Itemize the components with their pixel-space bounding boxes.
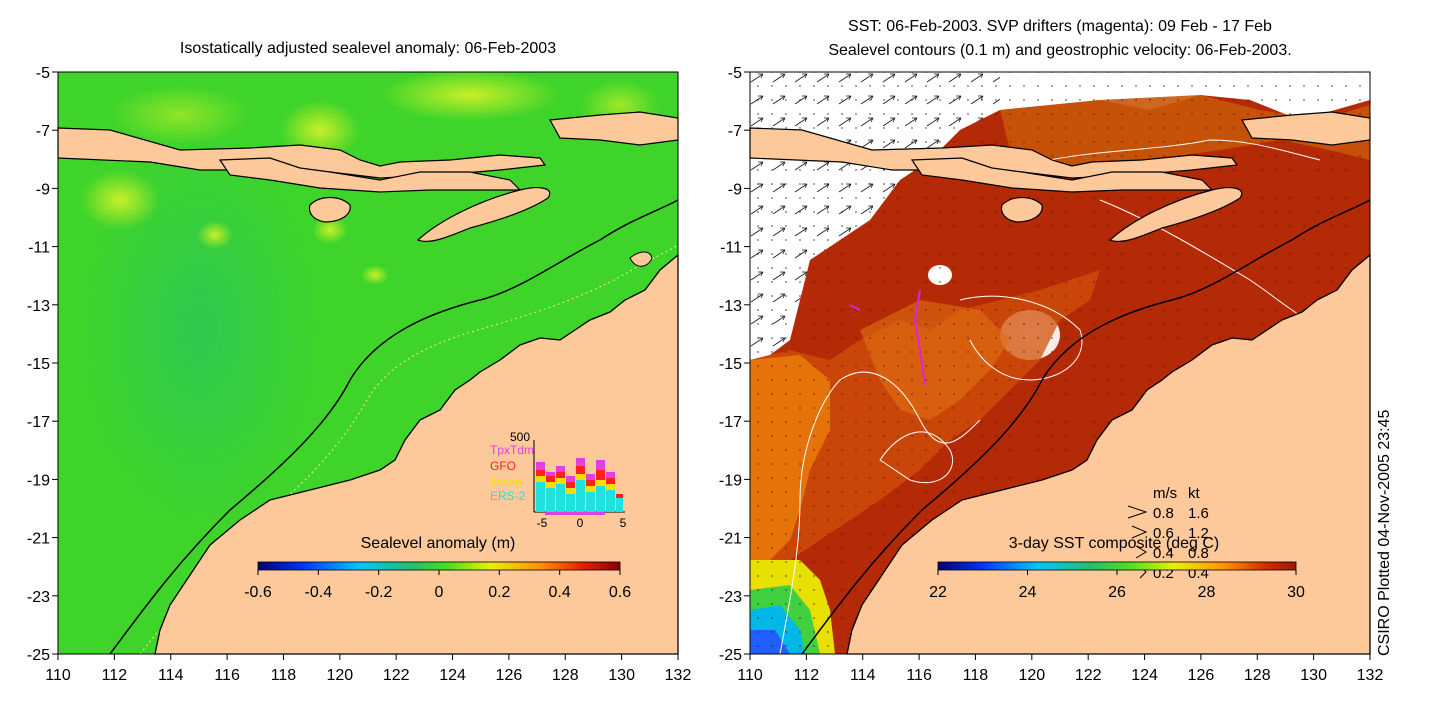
colorbar-tick-label: 28	[1198, 584, 1216, 601]
x-tick-label: 114	[158, 667, 184, 684]
left-map	[57, 69, 679, 655]
velocity-arrow-glyph	[1135, 545, 1147, 559]
y-tick-label: -25	[719, 647, 742, 664]
y-tick-label: -5	[728, 65, 742, 82]
left-y-axis: -5 -7 -9 -11 -13 -15 -17 -19 -21 -23 -25	[27, 65, 58, 664]
y-tick-label: -11	[28, 240, 50, 257]
inset-xtick: -5	[537, 516, 548, 530]
x-tick-label: 124	[1131, 667, 1158, 684]
y-tick-label: -21	[719, 531, 742, 548]
y-tick-label: -13	[719, 298, 742, 315]
y-tick-label: -15	[719, 356, 742, 373]
x-tick-label: 118	[963, 667, 989, 684]
colorbar-tick-label: -0.6	[244, 584, 272, 601]
x-tick-label: 130	[1300, 667, 1327, 684]
y-tick-label: -5	[36, 65, 50, 82]
velocity-arrow-glyph	[1127, 505, 1148, 519]
y-tick-label: -7	[728, 123, 742, 140]
inset-xtick: 0	[577, 516, 584, 530]
colorbar-tick-label: 24	[1019, 584, 1037, 601]
x-tick-label: 120	[326, 667, 353, 684]
y-tick-label: -19	[27, 472, 50, 489]
colorbar-tick-label: 0.6	[609, 584, 631, 601]
right-x-axis: 110 112 114 116 118 120 122 124 126 128 130 132	[737, 654, 1383, 684]
colorbar-tick-label: 0	[435, 584, 444, 601]
velocity-legend-header-kt: kt	[1188, 485, 1201, 502]
x-tick-label: 132	[1357, 667, 1384, 684]
x-tick-label: 126	[1188, 667, 1215, 684]
right-map	[749, 72, 1371, 655]
x-tick-label: 128	[552, 667, 579, 684]
x-tick-label: 118	[271, 667, 297, 684]
x-tick-label: 130	[608, 667, 635, 684]
velocity-ms-value: 0.6	[1153, 525, 1174, 542]
x-tick-label: 110	[45, 667, 71, 684]
x-tick-label: 124	[439, 667, 466, 684]
y-tick-label: -13	[27, 298, 50, 315]
colorbar-tick-label: 0.4	[549, 584, 571, 601]
right-map-title-line2: Sealevel contours (0.1 m) and geostrophi…	[828, 42, 1292, 59]
x-tick-label: 128	[1244, 667, 1271, 684]
velocity-ms-value: 0.4	[1153, 545, 1174, 562]
y-tick-label: -23	[719, 589, 742, 606]
x-tick-label: 120	[1018, 667, 1045, 684]
velocity-kt-value: 1.6	[1188, 505, 1209, 522]
velocity-kt-value: 0.8	[1188, 545, 1209, 562]
x-tick-label: 110	[737, 667, 763, 684]
colorbar-tick-label: 0.2	[488, 584, 510, 601]
x-tick-label: 126	[496, 667, 523, 684]
x-tick-label: 112	[794, 667, 820, 684]
x-tick-label: 114	[850, 667, 876, 684]
colorbar-tick-label: 26	[1108, 584, 1126, 601]
sst-colorbar-label: 3-day SST composite (deg C)	[1009, 535, 1219, 552]
plot-credit: CSIRO Plotted 04-Nov-2005 23:45	[1376, 409, 1393, 656]
y-tick-label: -11	[720, 240, 742, 257]
colorbar-tick-label: -0.4	[305, 584, 333, 601]
y-tick-label: -9	[36, 181, 50, 198]
y-tick-label: -15	[27, 356, 50, 373]
x-tick-label: 112	[102, 667, 128, 684]
x-tick-label: 132	[665, 667, 692, 684]
sealevel-colorbar: Sealevel anomaly (m) -0.6 -0.4 -0.2 0 0.2 0.4…	[244, 535, 631, 601]
right-map-title-line1: SST: 06-Feb-2003. SVP drifters (magenta)…	[848, 18, 1272, 35]
inset-legend-gfo: GFO	[490, 459, 516, 473]
y-tick-label: -23	[27, 589, 50, 606]
y-tick-label: -9	[728, 181, 742, 198]
histogram-bars	[536, 458, 623, 512]
velocity-legend: m/s kt 0.8 1.60.6 1.20.4 0.80.2 0.4	[1127, 485, 1209, 582]
sst-colorbar: 3-day SST composite (deg C) 22 24 26 28 30	[929, 535, 1305, 601]
sealevel-colorbar-label: Sealevel anomaly (m)	[361, 535, 516, 552]
y-tick-label: -19	[719, 472, 742, 489]
velocity-arrow-glyph	[1131, 525, 1148, 539]
right-y-axis: -5 -7 -9 -11 -13 -15 -17 -19 -21 -23 -25	[719, 65, 750, 664]
inset-legend-jason: Jason	[490, 475, 522, 489]
velocity-legend-header-ms: m/s	[1153, 485, 1177, 502]
colorbar-tick-label: 22	[929, 584, 947, 601]
velocity-ms-value: 0.8	[1153, 505, 1174, 522]
altimeter-histogram-inset: 500 TpxTdm GFO Jason ERS-2 -5 0 5	[490, 430, 627, 530]
left-map-title: Isostatically adjusted sealevel anomaly:…	[179, 40, 557, 57]
x-tick-label: 116	[906, 667, 932, 684]
velocity-kt-value: 1.2	[1188, 525, 1209, 542]
x-tick-label: 122	[1075, 667, 1102, 684]
colorbar-tick-label: 30	[1287, 584, 1305, 601]
y-tick-label: -21	[27, 531, 50, 548]
x-tick-label: 116	[214, 667, 240, 684]
colorbar-tick-label: -0.2	[365, 584, 393, 601]
left-x-axis: 110 112 114 116 118 120 122 124 126 128 130 132	[45, 654, 691, 684]
inset-xtick: 5	[620, 516, 627, 530]
y-tick-label: -17	[27, 414, 50, 431]
x-tick-label: 122	[383, 667, 410, 684]
inset-legend-tpxtdm: TpxTdm	[490, 443, 534, 457]
y-tick-label: -7	[36, 123, 50, 140]
inset-legend-ers2: ERS-2	[490, 489, 526, 503]
y-tick-label: -17	[719, 414, 742, 431]
inset-ymax-label: 500	[510, 430, 530, 444]
y-tick-label: -25	[27, 647, 50, 664]
